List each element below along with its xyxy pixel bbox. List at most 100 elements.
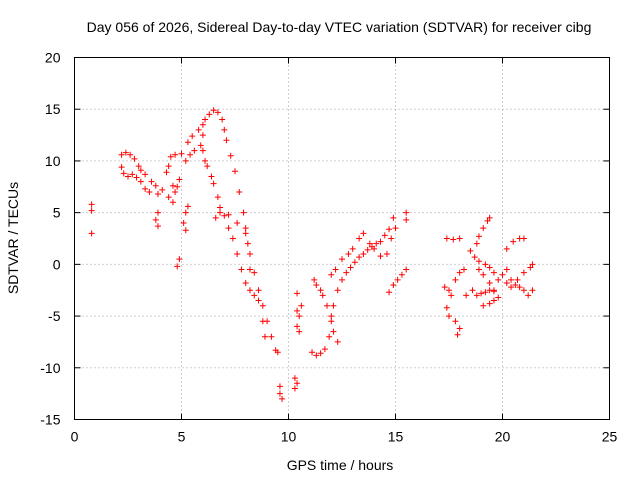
data-point — [159, 186, 166, 193]
data-point — [512, 282, 519, 289]
data-point — [120, 170, 127, 177]
grid-lines — [74, 57, 610, 420]
series-peak — [195, 107, 279, 354]
data-point — [403, 209, 410, 216]
y-tick-label: -15 — [40, 412, 60, 428]
data-point — [486, 264, 493, 271]
data-point — [208, 173, 215, 180]
y-tick-label: -5 — [48, 308, 61, 324]
data-point — [276, 390, 283, 397]
series-arc-a — [118, 149, 183, 230]
data-point — [199, 121, 206, 128]
data-point — [478, 290, 485, 297]
data-point — [242, 225, 249, 232]
data-point — [456, 325, 463, 332]
data-point — [223, 137, 230, 144]
data-point — [182, 209, 189, 216]
data-point — [460, 266, 467, 273]
data-point — [234, 219, 241, 226]
data-point — [176, 256, 183, 263]
data-point — [330, 302, 337, 309]
data-point — [349, 245, 356, 252]
data-point — [467, 247, 474, 254]
data-point — [450, 236, 457, 243]
data-point — [347, 264, 354, 271]
data-point — [332, 266, 339, 273]
data-point — [225, 211, 232, 218]
data-point — [473, 292, 480, 299]
series-arc-b — [167, 133, 198, 270]
data-point — [486, 214, 493, 221]
data-point — [386, 226, 393, 233]
data-point — [448, 292, 455, 299]
data-point — [229, 235, 236, 242]
data-point — [172, 151, 179, 158]
plot-frame — [74, 57, 610, 420]
data-point — [240, 209, 247, 216]
data-point — [364, 246, 371, 253]
data-point — [356, 235, 363, 242]
data-point — [167, 153, 174, 160]
data-point — [135, 163, 142, 170]
data-point — [221, 212, 228, 219]
data-point — [343, 269, 350, 276]
data-point — [294, 380, 301, 387]
data-point — [452, 276, 459, 283]
data-point — [182, 157, 189, 164]
data-point — [197, 142, 204, 149]
data-points — [88, 107, 536, 402]
data-point — [527, 264, 534, 271]
data-point — [202, 116, 209, 123]
data-point — [296, 313, 303, 320]
data-point — [127, 151, 134, 158]
data-point — [471, 254, 478, 261]
data-point — [178, 150, 185, 157]
data-point — [251, 269, 258, 276]
data-point — [503, 245, 510, 252]
data-point — [187, 151, 194, 158]
x-tick-label: 20 — [495, 429, 511, 445]
data-point — [189, 133, 196, 140]
data-point — [137, 167, 144, 174]
data-point — [508, 284, 515, 291]
x-tick-label: 25 — [602, 429, 618, 445]
data-point — [403, 216, 410, 223]
data-point — [313, 282, 320, 289]
data-point — [246, 266, 253, 273]
data-point — [499, 271, 506, 278]
data-point — [133, 174, 140, 181]
data-point — [246, 251, 253, 258]
data-point — [317, 350, 324, 357]
y-tick-label: 0 — [53, 256, 61, 272]
data-point — [88, 230, 95, 237]
data-point — [441, 284, 448, 291]
data-point — [454, 331, 461, 338]
data-point — [217, 209, 224, 216]
data-point — [398, 271, 405, 278]
data-point — [373, 240, 380, 247]
data-point — [456, 269, 463, 276]
data-point — [259, 302, 266, 309]
data-point — [490, 269, 497, 276]
data-point — [383, 251, 390, 258]
data-point — [516, 284, 523, 291]
data-point — [309, 349, 316, 356]
data-point — [381, 232, 388, 239]
data-point — [313, 352, 320, 359]
data-point — [279, 395, 286, 402]
data-point — [311, 276, 318, 283]
data-point — [176, 176, 183, 183]
data-point — [163, 169, 170, 176]
data-point — [339, 256, 345, 263]
series-dip — [274, 290, 305, 402]
data-point — [480, 271, 487, 278]
data-point — [443, 304, 450, 311]
data-point — [202, 157, 209, 164]
data-point — [291, 375, 298, 382]
data-point — [328, 271, 335, 278]
data-point — [225, 225, 232, 232]
data-point — [227, 152, 234, 159]
data-point — [473, 240, 480, 247]
data-point — [236, 188, 243, 195]
